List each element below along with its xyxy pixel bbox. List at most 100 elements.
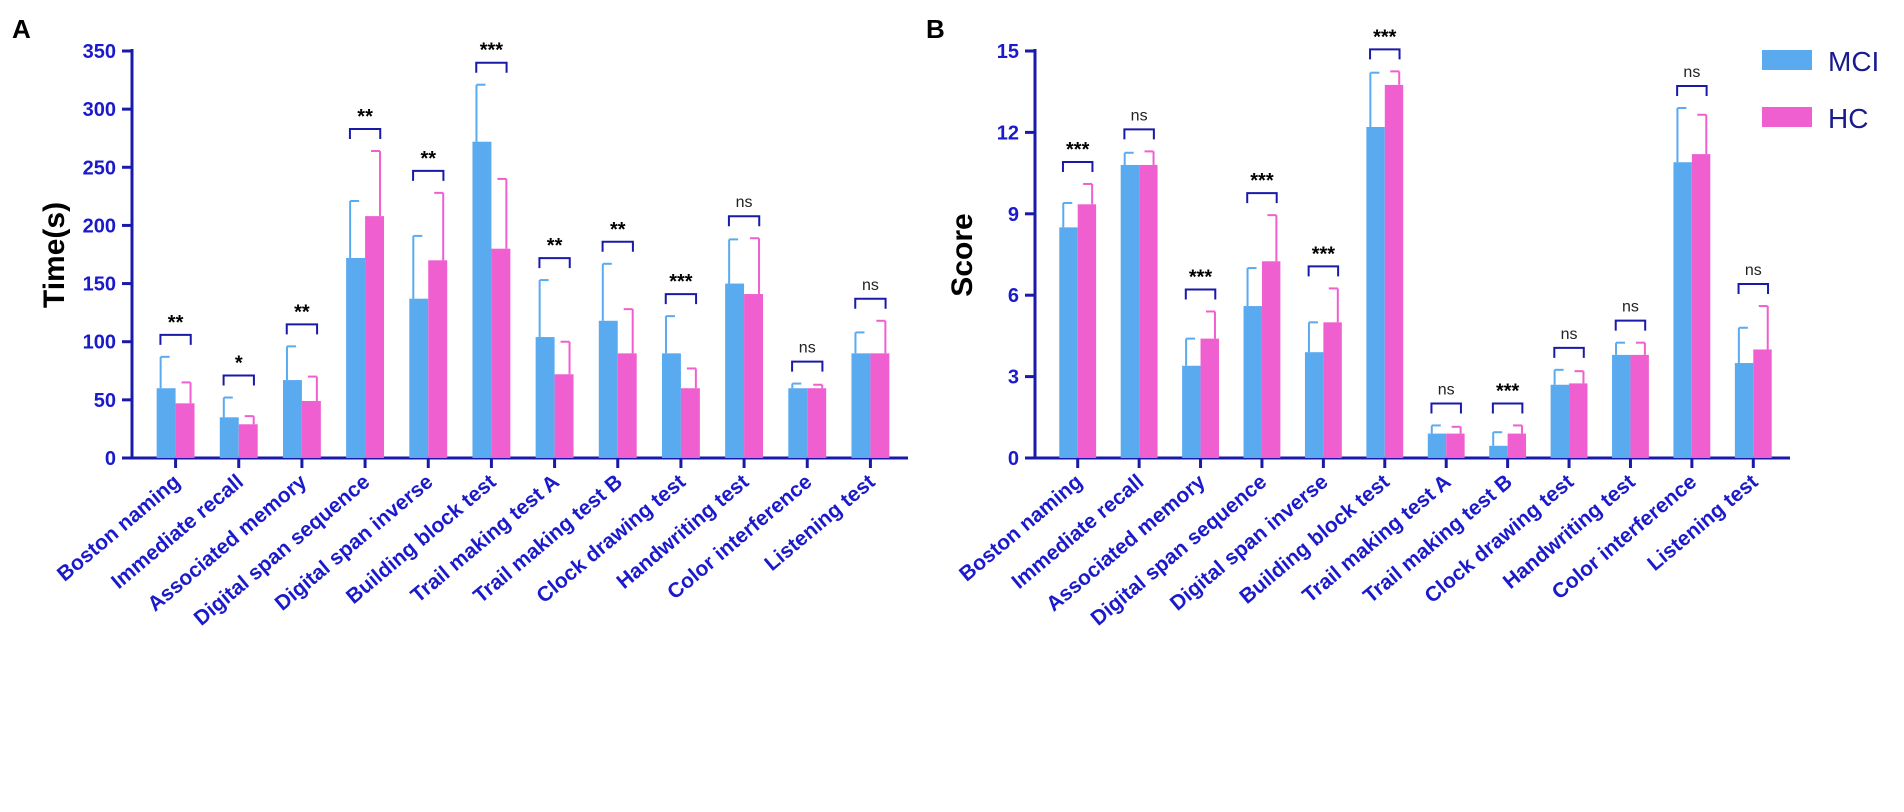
panel-a-bar-hc [238, 424, 258, 458]
panel-a-bar-mci [156, 388, 176, 458]
panel-b-significance-bracket [1184, 288, 1217, 300]
panel-a-x-tick-label: Listening test [760, 470, 879, 575]
panel-a-bar-mci [598, 320, 618, 458]
panel-b-bar-hc [1139, 164, 1158, 458]
panel-a-bar-hc [870, 353, 890, 458]
panel-b-y-tick-label: 9 [1008, 204, 1019, 226]
panel-b-bar-mci [1366, 126, 1385, 459]
panel-b-bar-hc [1507, 433, 1527, 458]
panel-b-significance-label: *** [1250, 170, 1274, 192]
panel-a-bar-hc [680, 388, 700, 458]
panel-a-significance-bracket [664, 293, 698, 305]
panel-a-significance-label: ** [547, 235, 563, 257]
panel-b-bar-mci [1673, 162, 1692, 458]
panel-a-significance-label: ** [420, 148, 436, 170]
panel-a-significance-label: ** [357, 106, 373, 128]
panel-a-significance-bracket [348, 128, 382, 140]
panel-a-bar-hc [428, 260, 448, 458]
panel-b-significance-bracket [1123, 128, 1155, 140]
panel-a-bar-hc [807, 388, 827, 458]
panel-b-bar-mci [1612, 354, 1631, 458]
panel-a-bar-mci [282, 380, 302, 458]
panel-a-bar-hc [175, 403, 195, 458]
panel-b-significance-label: ns [1131, 107, 1148, 124]
panel-a-significance-label: ** [294, 301, 310, 323]
panel-a-bar-mci [219, 417, 239, 458]
panel-b-significance-label: ns [1683, 64, 1700, 81]
panel-b-bar-hc [1384, 84, 1404, 459]
panel-a-y-tick-label: 50 [94, 390, 116, 412]
legend-hc-swatch [1762, 107, 1812, 127]
legend-mci-label: MCI [1828, 46, 1879, 77]
panel-a-significance-bracket [538, 257, 571, 269]
panel-a-significance-bracket [159, 333, 192, 345]
panel-a-bar-mci [661, 353, 681, 458]
panel-b-y-axis-title: Score [946, 213, 979, 296]
panel-a-bar-hc [365, 216, 385, 458]
panel-a-letter: A [12, 14, 31, 44]
panel-b-y-tick-label: 6 [1008, 285, 1019, 307]
panel-a-significance-label: ns [862, 277, 879, 294]
panel-a-bar-mci [535, 337, 555, 458]
panel-b-bar-mci [1427, 433, 1447, 458]
panel-a-bar-mci [788, 388, 808, 458]
panel-b-significance-label: ns [1438, 381, 1455, 398]
panel-b-significance-label: *** [1066, 139, 1090, 161]
panel-a-significance-label: * [235, 353, 243, 375]
panel-b-bar-mci [1734, 363, 1754, 458]
panel-b-bar-mci [1243, 306, 1262, 458]
panel-a-bar-hc [554, 374, 574, 458]
panel-a-significance-bracket [285, 323, 319, 335]
panel-a-y-tick-label: 350 [83, 41, 116, 63]
panel-b-significance-bracket [1307, 265, 1340, 277]
panel-b-bar-hc [1691, 154, 1711, 458]
panel-b-bar-hc [1446, 433, 1465, 458]
legend-hc-label: HC [1828, 103, 1868, 134]
panel-a-bar-hc [491, 248, 511, 458]
panel-a-bar-mci [725, 283, 745, 458]
legend-mci-swatch [1762, 50, 1812, 70]
panel-b-bar-hc [1323, 322, 1342, 458]
panel-a-y-tick-label: 250 [83, 157, 116, 179]
panel-a-y-tick-label: 150 [83, 274, 116, 296]
panel-b-bar-hc [1077, 204, 1097, 458]
panel-a-y-axis-title: Time(s) [38, 202, 71, 308]
panel-b-bar-mci [1182, 365, 1201, 458]
panel-b-bar-hc [1569, 383, 1588, 458]
panel-b-significance-bracket [1246, 192, 1278, 204]
panel-b-significance-label: ns [1622, 299, 1639, 316]
panel-b-significance-label: *** [1373, 26, 1397, 48]
panel-a-significance-bracket [791, 360, 824, 372]
panel-a-significance-label: ns [799, 340, 816, 357]
panel-a-bar-mci [409, 298, 429, 458]
panel-b-bar-hc [1261, 261, 1281, 458]
panel-b-significance-label: *** [1312, 243, 1336, 265]
panel-a-bar-mci [346, 257, 366, 458]
panel-b-significance-bracket [1061, 160, 1094, 172]
panel-a-significance-label: ** [168, 312, 184, 334]
panel-a: A Time(s) 050100150200250300350**Boston … [12, 14, 908, 630]
panel-a-significance-label: ns [736, 194, 753, 211]
panel-a-y-tick-label: 100 [83, 332, 116, 354]
panel-b-significance-label: ns [1745, 262, 1762, 279]
panel-a-significance-label: ** [610, 219, 626, 241]
panel-a-bar-hc [617, 353, 637, 458]
panel-b-significance-label: *** [1189, 266, 1213, 288]
panel-b-significance-bracket [1553, 346, 1585, 358]
panel-a-y-tick-label: 300 [83, 99, 116, 121]
panel-a-significance-bracket [475, 61, 508, 73]
panel-a-significance-label: *** [480, 40, 504, 62]
panel-b-significance-label: *** [1496, 380, 1520, 402]
panel-b-significance-bracket [1430, 402, 1462, 414]
panel-a-significance-label: *** [669, 271, 693, 293]
panel-a-bar-hc [744, 294, 764, 458]
panel-b-x-tick-label: Listening test [1643, 470, 1762, 575]
panel-a-bar-hc [301, 401, 321, 458]
panel-b-significance-label: ns [1561, 326, 1578, 343]
panel-a-y-tick-label: 200 [83, 215, 116, 237]
panel-b-y-tick-label: 15 [997, 41, 1019, 63]
panel-b-bar-hc [1200, 338, 1219, 458]
panel-b-bar-hc [1753, 349, 1772, 458]
